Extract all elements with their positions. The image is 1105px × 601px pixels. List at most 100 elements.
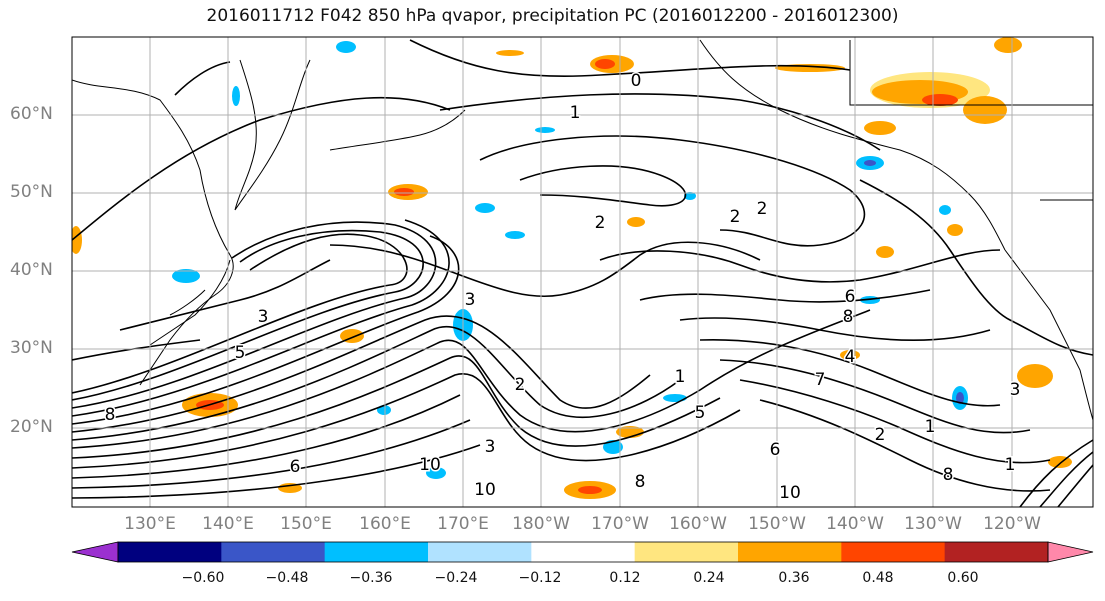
lon-label: 160°W [669,514,727,534]
contour-line [72,355,721,459]
colorbar-tick-label: −0.60 [181,570,225,586]
colorbar-bin [428,542,532,562]
shade-negative [864,160,876,166]
lon-label: 150°W [748,514,806,534]
colorbar-bin [944,542,1049,562]
shade-positive [595,59,615,69]
contour-label: 2 [875,425,886,445]
contour-line [859,179,1093,356]
contour-line [72,96,451,241]
colorbar-bin [841,542,946,562]
contour-label: 8 [943,465,954,485]
contour-line [72,373,741,469]
contour-label: 6 [845,287,856,307]
contour-line [72,235,460,425]
contour-label: 3 [258,307,269,327]
contour-line [759,399,1051,492]
contour-line [519,165,687,207]
contour-line [1057,464,1093,507]
contour-line [639,289,931,303]
shade-negative [505,231,525,239]
lon-label: 170°E [437,514,489,534]
lat-label: 50°N [10,182,53,202]
contour-label: 2 [730,207,741,227]
colorbar-tick-label: 0.48 [862,570,894,586]
lon-label: 130°E [124,514,176,534]
contour-line [72,309,871,449]
shade-negative [956,392,964,404]
contour-line [72,315,651,433]
colorbar-bin [221,542,326,562]
shade-positive [864,121,896,135]
contour-label: 8 [105,405,116,425]
colorbar-extend-high [1047,541,1094,563]
shade-positive [394,188,414,196]
contour-label: 1 [925,417,936,437]
lat-label: 40°N [10,260,53,280]
colorbar-bin [738,542,842,562]
contour-line [409,39,851,77]
contour-line [72,229,424,401]
contour-layer [72,39,1093,507]
shading-layer [72,37,1072,499]
contour-line [72,233,408,394]
coast-asia [72,79,234,386]
coast-aleutian [329,109,466,151]
contour-label: 3 [485,437,496,457]
contour-label: 10 [474,480,496,500]
lat-label: 30°N [10,338,53,358]
contour-label: 5 [235,343,246,363]
lon-label: 140°W [826,514,884,534]
shade-positive [496,50,524,56]
shade-positive [1017,364,1053,388]
contour-line [699,338,1001,407]
contour-line [72,394,461,479]
colorbar-frame [117,541,1049,563]
shade-positive [963,96,1007,124]
colorbar-tick-label: −0.24 [434,570,478,586]
colorbar-tick-label: −0.36 [349,570,393,586]
shade-positive [1048,456,1072,468]
colorbar-tick-label: 0.12 [609,570,641,586]
shade-positive [876,246,894,258]
contour-line [72,219,450,417]
lon-label: 120°W [983,514,1041,534]
contour-label: 6 [770,440,781,460]
contour-label: 3 [465,290,476,310]
contour-label: 1 [675,367,686,387]
shade-negative [684,192,696,200]
map-frame [71,36,1094,508]
contour-line [119,259,331,331]
shade-negative [426,467,446,479]
contour-label: 2 [757,199,768,219]
contour-line [599,249,1001,283]
shade-positive [994,37,1022,53]
colorbar-tick-label: 0.60 [947,570,979,586]
shade-positive [627,217,645,227]
shade-negative [232,86,240,106]
lon-label: 160°E [359,514,411,534]
gridlines [72,37,1093,507]
colorbar-tick-label: 0.36 [778,570,810,586]
map-title: 2016011712 F042 850 hPa qvapor, precipit… [206,6,899,26]
coastline-layer [72,39,1093,421]
contour-label: 1 [1005,455,1016,475]
contour-label: 8 [843,307,854,327]
lon-label: 140°E [202,514,254,534]
shade-negative [603,440,623,454]
contour-label: 3 [1010,380,1021,400]
contour-line [72,419,471,489]
shade-positive [947,224,963,236]
shade-negative [939,205,951,215]
contour-line [72,339,201,361]
contour-line [679,317,991,341]
colorbar-extend-low [71,541,119,563]
coast-japan [149,259,231,346]
colorbar [71,541,1094,563]
contour-label: 2 [595,213,606,233]
coast-namerica [1004,249,1093,421]
contour-line [739,379,1051,464]
lon-label: 180°W [512,514,570,534]
contour-line [719,359,1031,434]
colorbar-bin [531,542,636,562]
